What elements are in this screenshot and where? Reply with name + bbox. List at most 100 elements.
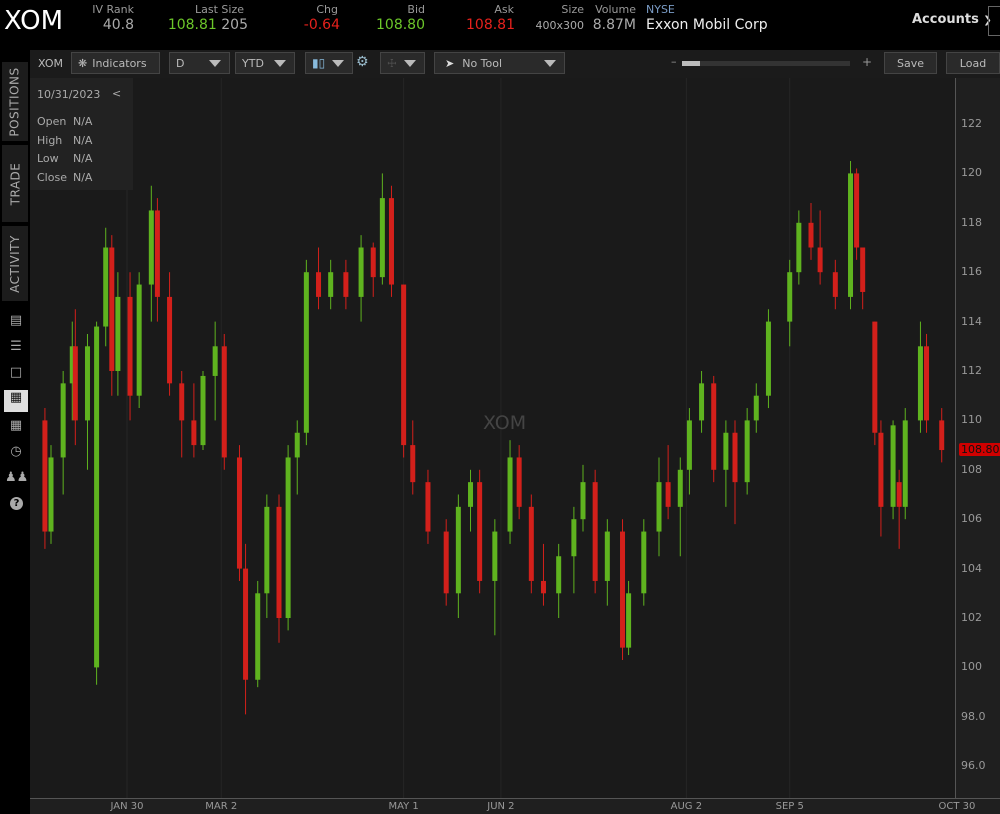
gear-icon[interactable]: ⚙ [356,54,369,70]
candle [264,494,270,618]
tab-positions[interactable]: POSITIONS [2,62,28,142]
charts-icon[interactable]: ▦ [4,390,28,412]
candle [468,469,474,532]
chart-report-icon[interactable]: ▤ [9,313,23,328]
last-price-marker: 108.80 [959,443,1000,457]
candle-body [492,531,498,581]
info-close-label: Close [37,170,67,184]
crosshair-select[interactable]: ☩ [380,52,425,74]
x-tick-label: AUG 2 [670,801,703,812]
drawing-tool-select[interactable]: ➤ No Tool [434,52,565,74]
tab-activity[interactable]: ACTIVITY [2,226,28,302]
last-size-label: Last Size [195,3,244,16]
candle [167,272,173,396]
grid-icon[interactable]: ▦ [9,418,23,433]
candle-body [626,593,632,648]
candle [540,543,546,606]
tab-trade[interactable]: TRADE [2,145,28,223]
y-tick-label: 106 [961,512,982,526]
volume-value: 8.87M [592,17,636,33]
candle [872,321,878,446]
price-axis[interactable]: 122 120 118 116 114 112 110 108 106 104 102 100 98.0… [955,78,1000,798]
chart-symbol[interactable]: XOM [38,57,63,70]
candle-body [917,346,923,421]
candle [592,469,598,594]
candle [276,494,282,643]
candle [686,408,692,495]
people-icon[interactable]: ♟♟ [5,470,29,485]
square-icon[interactable]: □ [9,365,23,380]
candle-body [94,326,100,668]
zoom-slider-handle[interactable] [682,61,700,66]
collapse-button[interactable]: < [112,87,122,100]
candle-body [817,247,823,273]
candle [303,259,309,446]
last-size: 205 [221,17,248,33]
y-tick-label: 122 [961,117,982,130]
bid-label: Bid [407,3,425,16]
accounts-menu[interactable]: Accounts ❯ [912,12,992,27]
info-open-value: N/A [73,115,93,128]
help-icon[interactable]: ? [10,497,23,510]
cursor-icon: ➤ [445,56,455,70]
x-tick-label: OCT 30 [938,801,976,812]
candle-body [744,420,750,483]
chg-value: -0.64 [303,17,340,33]
load-button[interactable]: Load [946,52,1000,74]
candle-body [556,556,562,594]
candle [200,371,206,451]
dropdown-arrow-icon [404,60,416,67]
iv-rank-label: IV Rank [92,3,134,16]
candle-body [243,568,249,680]
y-tick-label: 98.0 [961,709,986,723]
candle [753,383,759,433]
candle-body [127,296,133,396]
panel-toggle-button[interactable] [988,6,1000,36]
bid-value: 108.80 [376,17,425,33]
time-axis[interactable]: JAN 30 MAR 2 MAY 1 JUN 2 AUG 2 SEP 5 OCT 30 [30,798,1000,814]
ohlc-info-panel: 10/31/2023 < Open N/A High N/A Low N/A Close N/… [30,78,133,190]
candle-body [379,198,385,278]
candle-body [236,457,242,569]
candle [316,247,322,310]
candle [744,408,750,495]
y-tick-label: 96.0 [961,759,986,773]
clock-icon[interactable]: ◷ [10,444,22,459]
candle-body [179,383,185,421]
aggregation-select[interactable]: D [169,52,230,74]
y-tick-label: 114 [961,314,982,328]
last-price: 108.81 [167,17,217,33]
candle-body [571,519,577,557]
list-icon[interactable]: ☰ [10,339,22,354]
price-chart[interactable]: XOM [30,78,955,798]
zoom-out-button[interactable]: – [671,55,677,68]
candle [854,168,860,260]
candlestick-chart[interactable] [30,78,955,798]
candle [556,543,562,618]
candle [179,371,185,458]
candle-body [425,482,431,532]
range-select[interactable]: YTD [235,52,295,74]
candle-body [115,296,121,371]
candle-body [303,272,309,433]
candle [255,580,261,688]
zoom-in-button[interactable]: + [862,55,873,69]
candle-body [477,482,483,581]
candle [455,494,461,618]
candle [699,371,705,433]
zoom-slider[interactable] [682,61,850,66]
candle-body [443,531,449,594]
indicators-button[interactable]: ❋ Indicators [71,52,160,74]
candle [604,519,610,606]
candle-body [592,482,598,581]
candle-body [677,469,683,507]
candle [294,420,300,495]
candle-body [72,346,78,421]
candle [370,242,376,297]
candle [154,198,160,322]
chart-style-select[interactable]: ▮▯ [305,52,353,74]
save-button[interactable]: Save [884,52,937,74]
candle [641,519,647,606]
candlestick-icon: ▮▯ [312,56,326,70]
candle-body [699,383,705,421]
